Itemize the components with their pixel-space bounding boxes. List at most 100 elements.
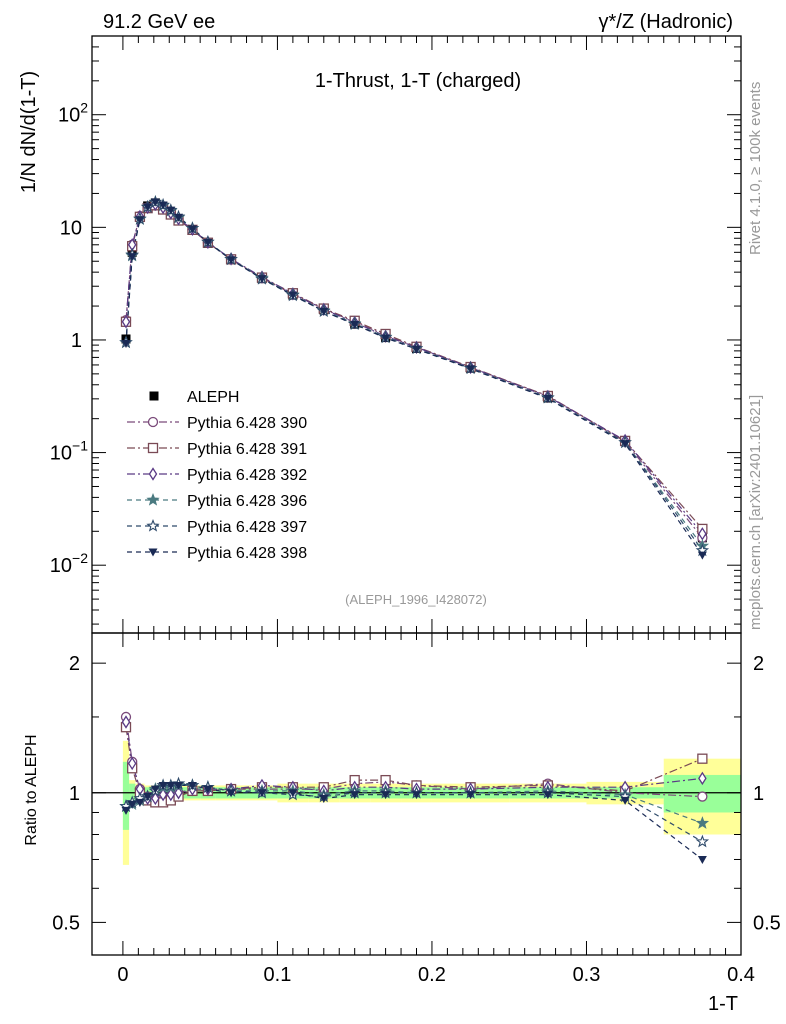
rivet-label: Rivet 4.1.0, ≥ 100k events (747, 82, 764, 255)
ratio-ytick-label-right: 2 (753, 653, 764, 675)
ratio-point (166, 781, 176, 790)
ratio-point (121, 715, 131, 729)
ratio-point (350, 791, 360, 800)
ratio-xtick-label: 0.2 (418, 964, 446, 986)
series-point (412, 345, 421, 354)
main-ytick-label: 10 (60, 217, 82, 239)
series-point (121, 315, 131, 329)
legend: ALEPH Pythia 6.428 390 Pythia 6.428 391 Pyt… (127, 389, 307, 562)
analysis-label: (ALEPH_1996_I428072) (345, 592, 487, 607)
legend-marker (148, 548, 158, 557)
ratio-ytick-label-left: 2 (69, 653, 80, 675)
ratio-band-inner (122, 761, 130, 830)
ratio-point (187, 781, 197, 790)
ratio-point (158, 787, 168, 802)
legend-label: Pythia 6.428 391 (187, 441, 307, 458)
series-point (543, 394, 553, 403)
ratio-ytick-label-left: 0.5 (52, 912, 80, 934)
ratio-point (135, 798, 145, 807)
x-axis-label: 1-T (708, 993, 738, 1015)
main-ytick-label: 102 (58, 100, 88, 127)
legend-marker (146, 518, 160, 532)
ratio-point (174, 786, 183, 800)
y-axis-label: 1/N dN/d(1-T) (18, 71, 40, 193)
main-axis-ticks: 10−2 10−1 1 10 102 (50, 35, 742, 633)
legend-label: Pythia 6.428 390 (187, 415, 307, 432)
series-point (226, 256, 236, 265)
header-right: γ*/Z (Hadronic) (599, 11, 733, 33)
series-point (257, 275, 267, 284)
legend-marker-aleph (149, 391, 159, 401)
main-series-markers (119, 194, 710, 560)
ratio-xtick-label: 0.4 (727, 964, 755, 986)
legend-marker (146, 492, 160, 506)
series-point (127, 253, 137, 262)
ratio-series-markers (119, 711, 710, 864)
series-point (187, 225, 197, 234)
ratio-ytick-label-right: 0.5 (753, 912, 781, 934)
series-point (150, 198, 160, 207)
ratio-point (257, 789, 267, 798)
ratio-point (412, 791, 421, 800)
ratio-point (158, 781, 168, 790)
ratio-axis-ticks: 0.5 0.5 1 1 2 2 0 0.1 0.2 0.3 0.4 (52, 633, 781, 986)
ratio-point (166, 787, 176, 802)
main-ytick-label: 1 (71, 330, 82, 352)
legend-marker (147, 416, 159, 428)
ratio-xtick-label: 0.1 (264, 964, 292, 986)
ratio-point (121, 806, 131, 815)
series-point (350, 321, 360, 330)
ratio-y-label: Ratio to ALEPH (23, 734, 40, 845)
series-point (466, 365, 476, 374)
ratio-point (127, 756, 137, 771)
ratio-point (226, 789, 236, 798)
legend-label: Pythia 6.428 396 (187, 493, 307, 510)
main-title: 1-Thrust, 1-T (charged) (315, 70, 521, 92)
ratio-xtick-label: 0 (117, 964, 128, 986)
series-point (620, 440, 630, 449)
ratio-point (288, 789, 298, 798)
series-point (319, 307, 329, 316)
ratio-point (466, 791, 476, 800)
ratio-point (697, 753, 708, 764)
ratio-point (151, 791, 160, 806)
ratio-point (174, 781, 184, 790)
legend-label: Pythia 6.428 397 (187, 519, 307, 536)
ratio-point (143, 793, 153, 802)
ratio-point (150, 785, 160, 794)
main-ytick-label: 10−1 (50, 438, 88, 465)
series-point (381, 334, 391, 343)
ratio-ytick-label-left: 1 (69, 783, 80, 805)
legend-label: Pythia 6.428 398 (187, 545, 307, 562)
series-point (158, 201, 168, 210)
series-point (697, 551, 707, 560)
ratio-point (697, 855, 707, 864)
series-point (135, 216, 145, 225)
ratio-ytick-label-right: 1 (753, 783, 764, 805)
legend-marker (147, 442, 159, 454)
ratio-point (319, 794, 329, 803)
ratio-point (695, 816, 710, 829)
legend-marker (148, 467, 158, 481)
series-point (121, 340, 131, 349)
header-left: 91.2 GeV ee (103, 11, 215, 33)
ratio-xtick-label: 0.3 (573, 964, 601, 986)
ratio-point (697, 791, 708, 802)
ratio-point (695, 834, 710, 848)
main-ytick-label: 10−2 (50, 550, 88, 577)
mcplots-label: mcplots.cern.ch [arXiv:2401.10621] (747, 395, 764, 630)
series-point (143, 203, 153, 212)
ratio-point (698, 771, 707, 786)
ratio-point (543, 791, 553, 800)
legend-label: Pythia 6.428 392 (187, 467, 307, 484)
series-point (166, 206, 176, 215)
series-point (203, 238, 213, 247)
ratio-point (203, 785, 213, 794)
ratio-point (381, 791, 391, 800)
ratio-point (127, 800, 137, 809)
ratio-point (620, 796, 630, 805)
series-point (174, 213, 184, 222)
series-point (288, 291, 298, 300)
